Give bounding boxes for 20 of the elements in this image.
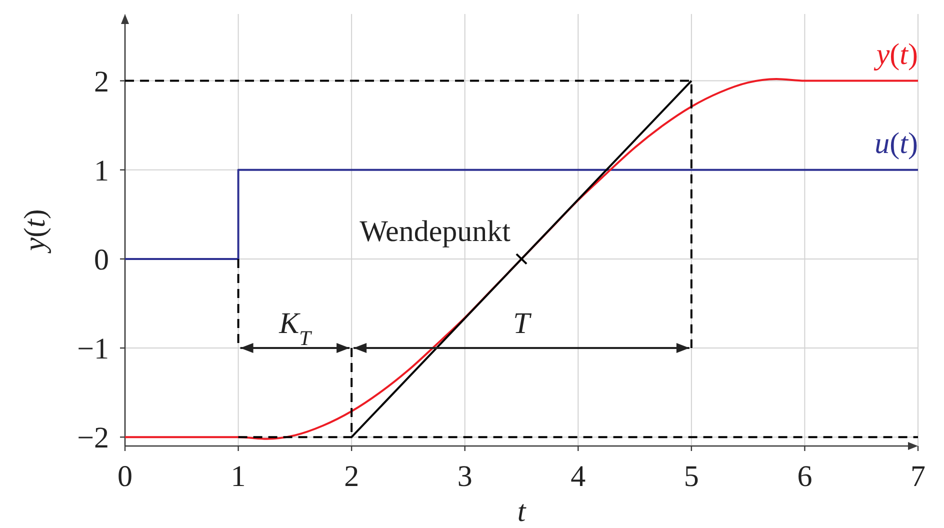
x-tick-label: 2 — [344, 460, 360, 493]
y-tick-label: 2 — [94, 65, 109, 98]
x-tick-label: 3 — [457, 460, 472, 493]
y-tick-label: −1 — [77, 332, 109, 366]
y-tick-label: 1 — [94, 154, 109, 188]
annotation: Wendepunkt — [360, 214, 512, 248]
x-tick-label: 6 — [797, 460, 812, 493]
x-tick-label: 0 — [118, 460, 132, 493]
x-tick-label: 7 — [910, 460, 926, 493]
y-tick-label: −2 — [77, 422, 109, 455]
y-tick-label: 0 — [94, 243, 109, 276]
y-axis-title: y(t) — [18, 209, 52, 254]
series-label: y(t) — [873, 38, 918, 71]
annotation: T — [513, 307, 532, 340]
x-tick-label: 5 — [684, 460, 699, 493]
annotation: K$_{T}$ — [278, 307, 312, 350]
x-tick-label: 4 — [570, 460, 586, 493]
x-axis-title: t — [517, 495, 526, 528]
series-label: u(t) — [874, 126, 918, 160]
x-tick-label: 1 — [230, 460, 246, 493]
